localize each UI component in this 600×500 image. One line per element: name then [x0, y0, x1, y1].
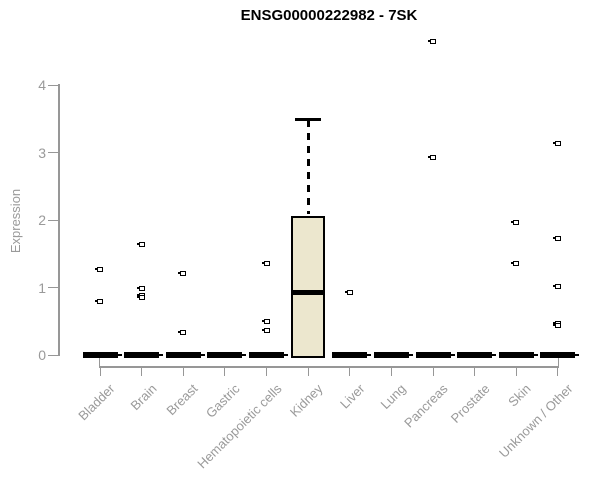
x-axis-tick [349, 368, 351, 376]
y-axis-tick [48, 84, 58, 86]
y-axis-tick [48, 219, 58, 221]
x-axis-tick [266, 368, 268, 376]
boxplot-collapsed-bladder [82, 352, 122, 358]
outlier-marker [136, 285, 145, 291]
boxplot-median [291, 289, 326, 295]
boxplot-collapsed-skin [498, 352, 538, 358]
x-axis-line [99, 366, 559, 368]
outlier-marker [428, 155, 437, 161]
x-axis-tick [182, 368, 184, 376]
x-axis-tick [432, 368, 434, 376]
x-axis-tick [307, 368, 309, 376]
outlier-marker [95, 298, 103, 304]
x-axis-tick [141, 368, 143, 376]
y-tick-label: 2 [38, 212, 46, 228]
outlier-marker [552, 283, 561, 289]
x-axis-tick [515, 368, 517, 376]
outlier-marker [344, 289, 353, 295]
x-axis-end-hook-left [99, 358, 100, 366]
outlier-marker [511, 260, 520, 266]
y-axis-tick [48, 354, 58, 356]
y-tick-label: 3 [38, 144, 46, 161]
y-tick-label: 0 [38, 347, 46, 363]
outlier-marker [136, 242, 145, 248]
boxplot-collapsed-liver [332, 352, 372, 358]
x-axis-tick [390, 368, 392, 376]
x-axis-tick [474, 368, 476, 376]
outlier-marker [178, 270, 187, 276]
boxplot-collapsed-gastric [207, 352, 247, 358]
y-axis-tick [48, 152, 58, 153]
outlier-marker [552, 322, 561, 328]
x-axis-tick [99, 368, 101, 376]
x-axis-end-hook-right [558, 358, 559, 366]
outlier-marker [552, 140, 561, 146]
outlier-marker [552, 236, 561, 242]
y-tick-label: 4 [38, 77, 46, 93]
boxplot-box-kidney [291, 215, 326, 358]
outlier-marker [178, 329, 187, 335]
y-axis-line [58, 84, 60, 356]
boxplot-collapsed-unknown-other [540, 352, 580, 358]
outlier-marker [261, 261, 270, 267]
boxplot-collapsed-breast [165, 352, 205, 358]
outlier-marker [428, 39, 437, 45]
boxplot-collapsed-brain [124, 352, 164, 358]
boxplot-collapsed-hematopoietic-cells [249, 352, 289, 358]
x-axis-tick [557, 368, 559, 376]
outlier-marker [511, 219, 520, 225]
y-axis-tick [48, 287, 58, 288]
chart-title: ENSG00000222982 - 7SK [240, 7, 418, 24]
boxplot-whisker [306, 120, 310, 214]
outlier-marker [95, 266, 103, 272]
outlier-marker [261, 328, 270, 334]
x-axis-tick [224, 368, 226, 376]
boxplot-collapsed-lung [373, 352, 413, 358]
boxplot-whisker-cap [295, 118, 322, 122]
y-tick-label: 1 [38, 279, 46, 296]
outlier-marker [261, 319, 270, 325]
boxplot-collapsed-pancreas [415, 352, 455, 358]
boxplot-collapsed-prostate [457, 352, 497, 358]
outlier-marker [136, 295, 145, 301]
